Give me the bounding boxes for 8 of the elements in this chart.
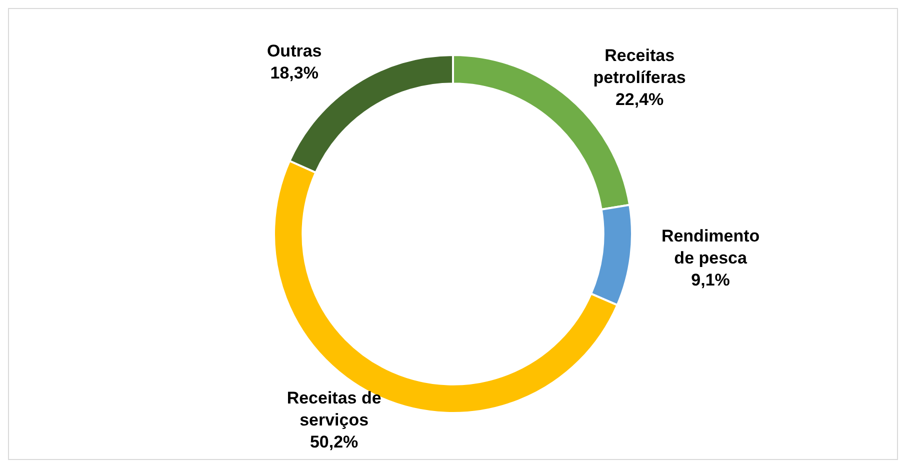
data-label: 22,4%	[615, 90, 664, 110]
slice-label: Receitas de serviços	[286, 388, 382, 430]
slice-label: Rendimento de pesca	[661, 226, 760, 268]
slice-label: Receitas petrolíferas	[593, 46, 686, 88]
data-label: 9,1%	[691, 270, 730, 290]
data-label: 50,2%	[310, 432, 358, 452]
data-label: 18,3%	[270, 63, 318, 82]
slice-label: Outras	[266, 41, 322, 60]
